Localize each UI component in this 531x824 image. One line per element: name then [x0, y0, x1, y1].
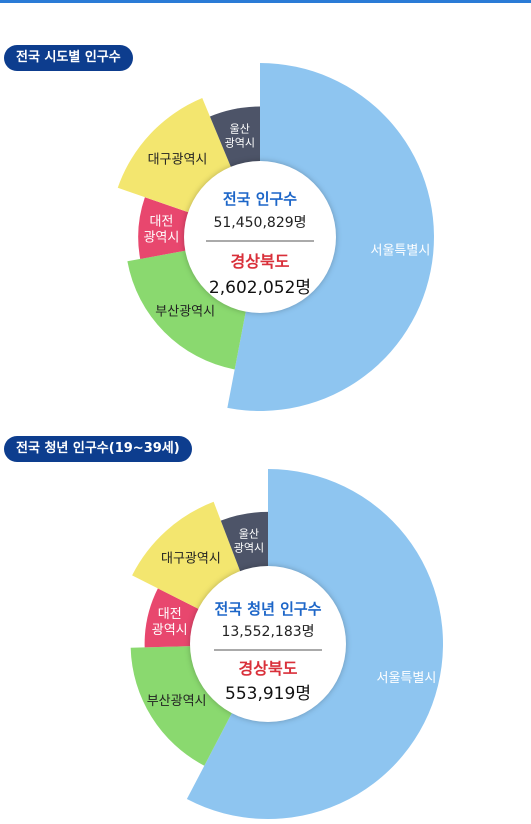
slice-label-daegu: 대구광역시	[148, 152, 208, 167]
slice-label-daejeon: 대전 광역시	[152, 607, 188, 638]
center-region-value: 553,919명	[225, 684, 311, 704]
slice-label-daegu: 대구광역시	[161, 551, 221, 566]
slice-label-seoul: 서울특별시	[376, 671, 436, 686]
slice-label-seoul: 서울특별시	[370, 243, 430, 258]
slice-label-ulsan: 울산 광역시	[225, 122, 255, 149]
center-circle	[184, 161, 336, 313]
center-region-value: 2,602,052명	[209, 278, 311, 298]
chart-1-title: 전국 시도별 인구수	[4, 45, 133, 71]
center-total: 13,552,183명	[221, 624, 314, 640]
center-title: 전국 청년 인구수	[214, 600, 321, 618]
chart-2-title: 전국 청년 인구수(19~39세)	[4, 436, 192, 462]
center-region: 경상북도	[231, 252, 290, 271]
center-total: 51,450,829명	[213, 215, 306, 231]
slice-label-busan: 부산광역시	[155, 304, 215, 319]
slice-label-daejeon: 대전 광역시	[143, 214, 179, 245]
slice-label-ulsan: 울산 광역시	[234, 527, 264, 554]
slice-label-busan: 부산광역시	[147, 694, 207, 709]
center-region: 경상북도	[239, 659, 298, 678]
top-rule	[0, 0, 531, 3]
center-title: 전국 인구수	[223, 190, 297, 208]
center-circle	[190, 566, 346, 722]
